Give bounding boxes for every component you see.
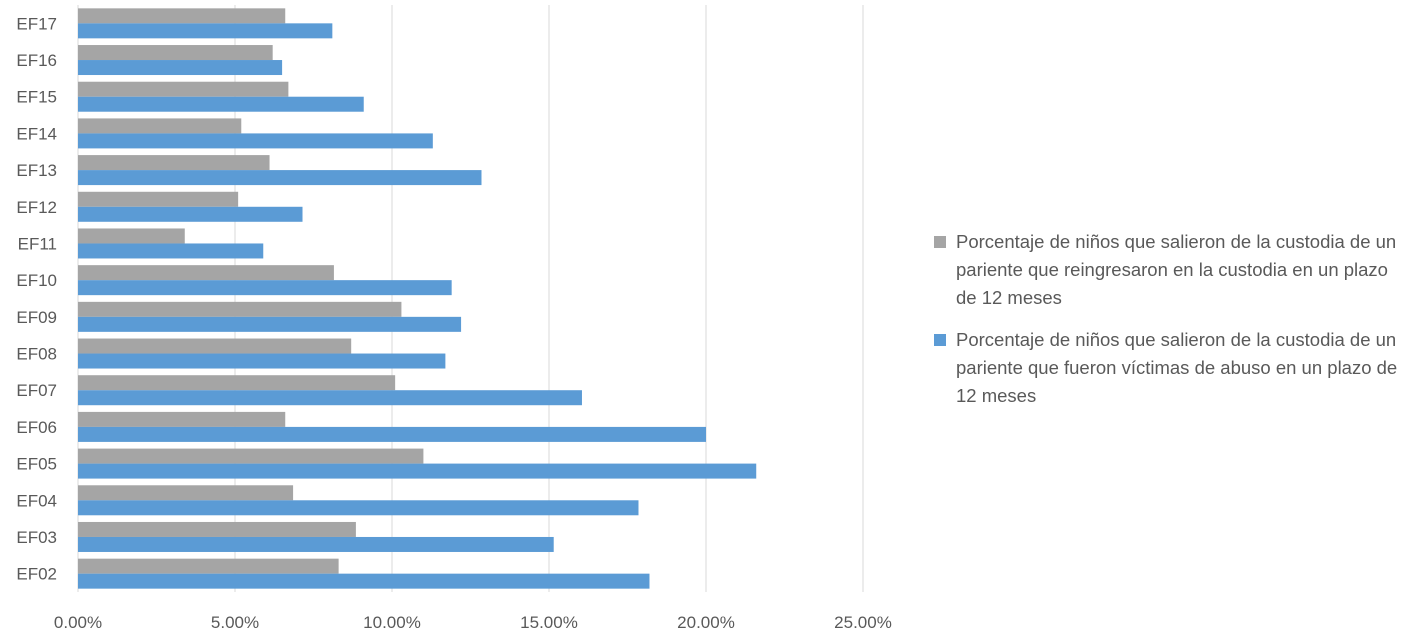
x-tick-label: 20.00% (677, 613, 735, 632)
category-label-ef09: EF09 (16, 308, 57, 327)
category-label-ef16: EF16 (16, 51, 57, 70)
x-tick-label: 5.00% (211, 613, 259, 632)
category-label-ef15: EF15 (16, 88, 57, 107)
bar-abuso-ef03 (78, 536, 554, 552)
category-label-ef07: EF07 (16, 381, 57, 400)
category-label-ef08: EF08 (16, 345, 57, 364)
category-label-ef14: EF14 (16, 124, 57, 143)
x-tick-label: 15.00% (520, 613, 578, 632)
bar-abuso-ef11 (78, 243, 264, 259)
bar-abuso-ef06 (78, 426, 706, 442)
category-label-ef13: EF13 (16, 161, 57, 180)
category-label-ef06: EF06 (16, 418, 57, 437)
bar-abuso-ef12 (78, 206, 303, 222)
bar-abuso-ef05 (78, 463, 757, 479)
bar-reingreso-ef13 (78, 155, 270, 171)
category-label-ef03: EF03 (16, 528, 57, 547)
bar-abuso-ef09 (78, 316, 462, 332)
bar-reingreso-ef16 (78, 45, 273, 61)
x-tick-label: 0.00% (54, 613, 102, 632)
bar-abuso-ef10 (78, 280, 452, 296)
bar-abuso-ef13 (78, 170, 482, 186)
x-axis-tick-labels: 0.00% 5.00% 10.00% 15.00% 20.00% 25.00% (54, 613, 892, 632)
category-label-ef04: EF04 (16, 491, 57, 510)
category-label-ef12: EF12 (16, 198, 57, 217)
bar-reingreso-ef10 (78, 265, 334, 281)
bar-reingreso-ef04 (78, 485, 294, 501)
category-label-ef10: EF10 (16, 271, 57, 290)
bar-reingreso-ef05 (78, 448, 424, 464)
legend: Porcentaje de niños que salieron de la c… (934, 228, 1404, 424)
bar-reingreso-ef09 (78, 301, 402, 317)
bar-reingreso-ef06 (78, 411, 286, 427)
bar-reingreso-ef08 (78, 338, 352, 354)
category-label-ef02: EF02 (16, 565, 57, 584)
legend-label-reingreso: Porcentaje de niños que salieron de la c… (956, 231, 1397, 308)
bar-abuso-ef02 (78, 573, 650, 589)
bar-reingreso-ef11 (78, 228, 185, 244)
bar-abuso-ef16 (78, 60, 283, 76)
bar-reingreso-ef14 (78, 118, 242, 134)
bar-reingreso-ef12 (78, 191, 239, 207)
legend-item-reingreso: Porcentaje de niños que salieron de la c… (934, 228, 1404, 312)
bar-reingreso-ef02 (78, 558, 339, 574)
bar-reingreso-ef17 (78, 8, 286, 24)
bar-abuso-ef04 (78, 500, 639, 516)
bar-abuso-ef07 (78, 390, 582, 406)
category-labels: EF02 EF03 EF04 EF05 EF06 EF07 EF08 EF09 EF10 EF11… (16, 14, 57, 583)
legend-swatch-gray (934, 236, 946, 248)
category-label-ef05: EF05 (16, 455, 57, 474)
bar-abuso-ef08 (78, 353, 446, 369)
bar-abuso-ef15 (78, 96, 364, 112)
category-label-ef17: EF17 (16, 14, 57, 33)
category-label-ef11: EF11 (18, 234, 57, 253)
legend-label-abuso: Porcentaje de niños que salieron de la c… (956, 329, 1398, 406)
legend-swatch-blue (934, 334, 946, 346)
bar-reingreso-ef03 (78, 521, 356, 537)
bar-abuso-ef14 (78, 133, 433, 149)
bar-reingreso-ef15 (78, 81, 289, 97)
bar-reingreso-ef07 (78, 375, 396, 391)
bar-abuso-ef17 (78, 23, 333, 39)
legend-item-abuso: Porcentaje de niños que salieron de la c… (934, 326, 1404, 410)
x-tick-label: 25.00% (834, 613, 892, 632)
bars (78, 8, 757, 589)
x-tick-label: 10.00% (363, 613, 421, 632)
